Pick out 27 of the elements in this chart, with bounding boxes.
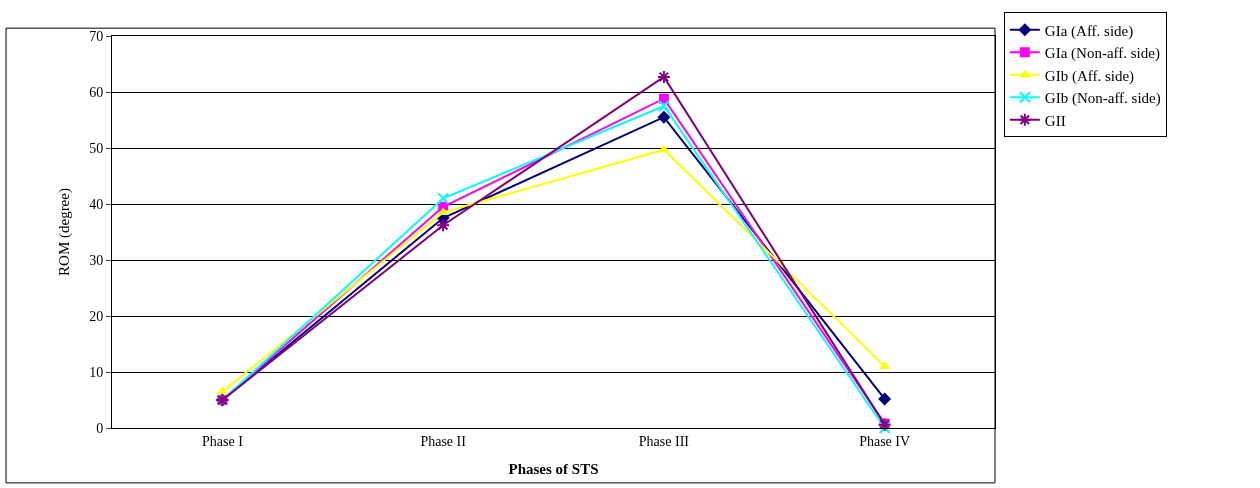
point <box>657 110 671 124</box>
legend-label: GII <box>1044 112 1066 129</box>
x-tick-label: Phase I <box>201 433 244 449</box>
point <box>437 192 450 205</box>
x-tick-label: Phase II <box>420 433 467 449</box>
y-axis-title: ROM (degree) <box>56 188 74 276</box>
legend-label: GIb (Non-aff. side) <box>1044 90 1161 108</box>
y-tick-label: 0 <box>96 420 104 436</box>
legend-label: GIa (Non-aff. side) <box>1044 45 1160 63</box>
y-tick-label: 50 <box>89 140 104 156</box>
y-tick-label: 40 <box>89 196 104 212</box>
point <box>878 392 892 406</box>
x-tick-label: Phase IV <box>859 433 911 449</box>
x-axis-title: Phases of STS <box>508 460 599 477</box>
point <box>657 100 670 112</box>
legend-label: GIb (Aff. side) <box>1044 67 1135 85</box>
legend-label: GIa (Aff. side) <box>1044 22 1134 40</box>
y-tick-label: 30 <box>89 252 104 268</box>
point <box>656 69 671 84</box>
y-tick-label: 70 <box>89 28 104 44</box>
y-tick-label: 10 <box>89 364 104 380</box>
point <box>436 218 451 233</box>
y-tick-label: 20 <box>89 308 104 324</box>
x-tick-label: Phase III <box>638 433 690 449</box>
point <box>878 422 891 434</box>
y-tick-label: 60 <box>89 84 104 100</box>
point <box>658 144 670 153</box>
